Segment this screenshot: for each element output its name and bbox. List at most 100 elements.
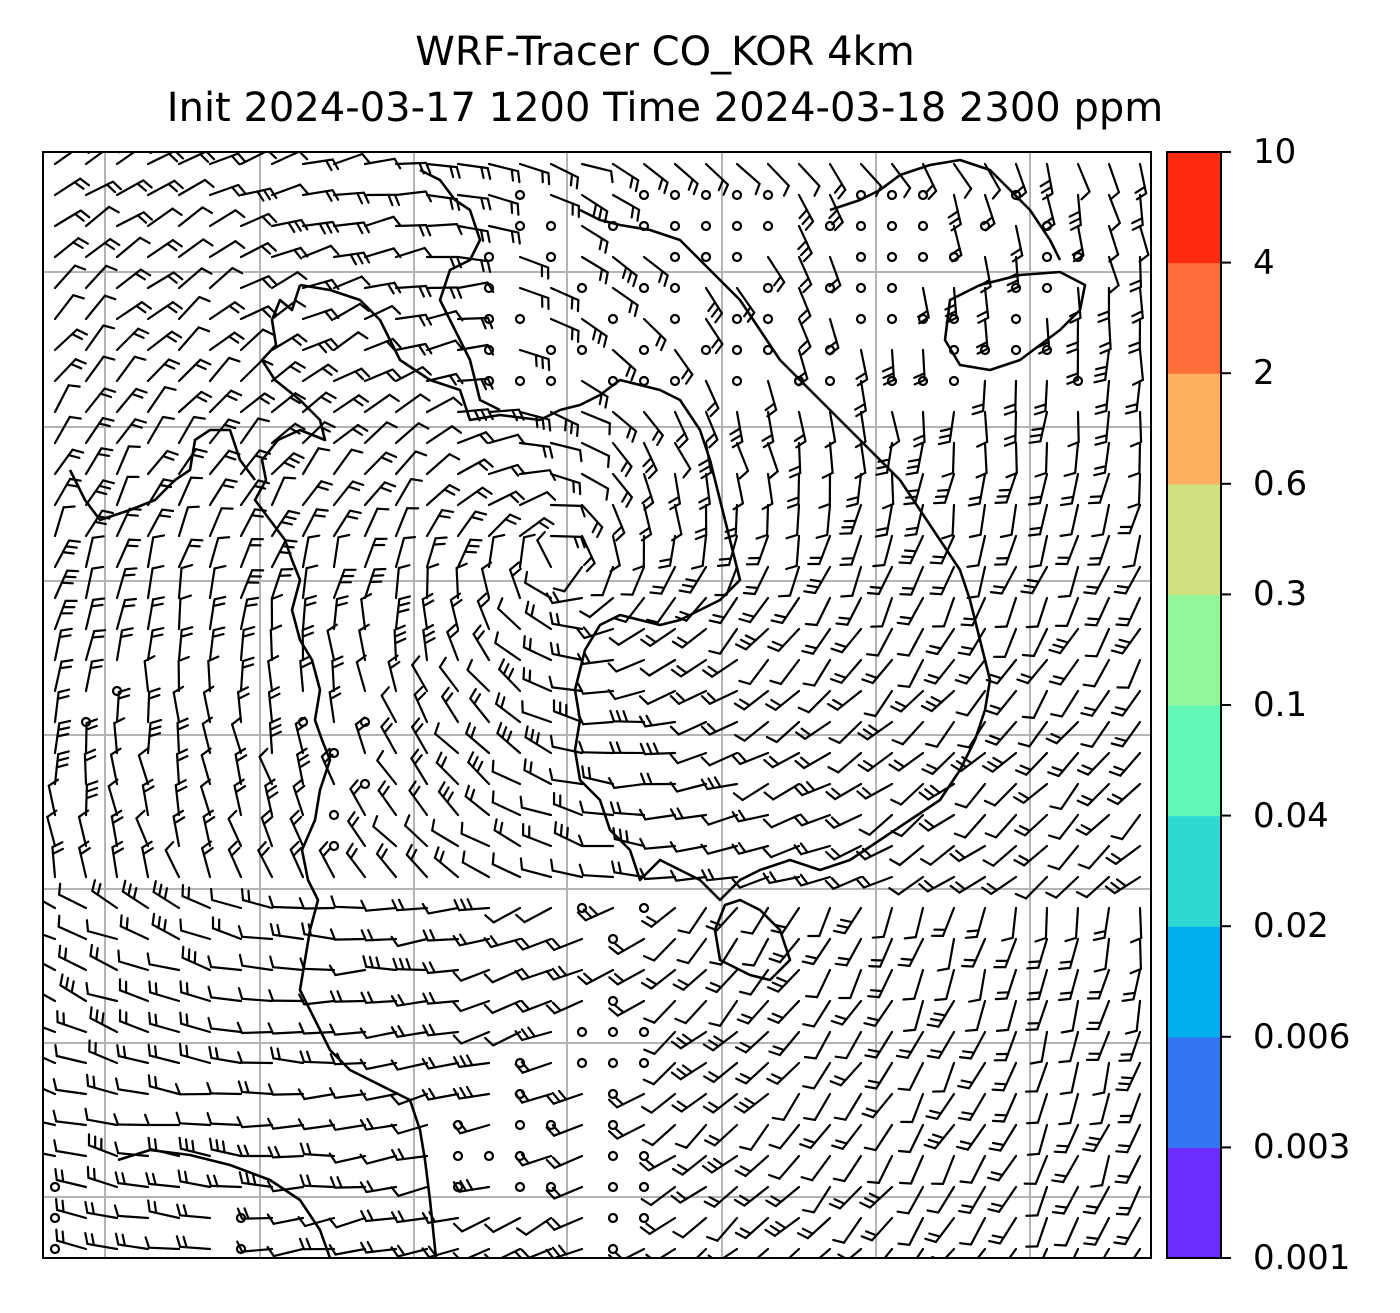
calm-circle (638, 282, 650, 294)
calm-circle (948, 251, 960, 263)
colorbar-bin (1167, 594, 1221, 706)
wind-barb (404, 814, 429, 848)
wind-barb (578, 740, 615, 755)
wind-barb (639, 658, 677, 677)
wind-barb (268, 895, 305, 910)
wind-barb (738, 596, 770, 624)
wind-barb (394, 478, 423, 507)
wind-barb (888, 875, 925, 896)
wind-barb (1105, 844, 1142, 866)
wind-barb (989, 565, 1018, 595)
wind-barb (888, 751, 925, 772)
wind-barb (301, 624, 315, 662)
wind-barb (391, 1148, 429, 1161)
wind-barb (359, 1027, 398, 1040)
wind-barb (332, 152, 371, 166)
wind-barb (146, 207, 183, 228)
wind-barb (1075, 875, 1111, 899)
wind-barb (518, 491, 557, 507)
wind-barb (147, 1043, 181, 1065)
wind-barb (766, 162, 790, 197)
wind-barb (840, 565, 863, 598)
wind-barb (1028, 534, 1049, 569)
wind-barb (176, 717, 189, 755)
calm-circle (669, 375, 681, 387)
wind-barb (146, 239, 183, 259)
wind-barb (175, 748, 189, 786)
wind-barb (1048, 627, 1080, 655)
wind-barb (85, 981, 119, 1003)
calm-circle (948, 344, 960, 356)
wind-barb (376, 749, 398, 786)
wind-barb (658, 534, 677, 569)
wind-barb (413, 685, 429, 724)
wind-barb (52, 1109, 88, 1127)
wind-barb (802, 1061, 832, 1090)
wind-barb (56, 1010, 88, 1034)
wind-barb (227, 840, 243, 879)
calm-circle (731, 251, 743, 263)
wind-barb (164, 840, 181, 879)
calm-circle (514, 1181, 526, 1193)
wind-barb (266, 1213, 305, 1225)
wind-barb (1087, 534, 1111, 566)
wind-barb (611, 410, 638, 443)
wind-barb (1021, 689, 1049, 720)
wind-barb (638, 689, 677, 706)
wind-barb (84, 1200, 119, 1220)
wind-barb (640, 968, 677, 990)
coastline-east-lake (943, 270, 1087, 372)
wind-barb (859, 162, 883, 198)
wind-barb (898, 534, 925, 565)
calm-circle (917, 220, 929, 232)
wind-barb (580, 317, 608, 348)
wind-barb (1026, 1123, 1049, 1156)
wind-barb (966, 565, 987, 600)
wind-barb (897, 1061, 925, 1092)
calm-circle (607, 1026, 619, 1038)
wind-barb (53, 505, 76, 538)
wind-barb (1127, 441, 1142, 478)
wind-barb (518, 410, 552, 432)
calm-circle (855, 189, 867, 201)
wind-barb (425, 286, 463, 299)
wind-barb (363, 305, 402, 321)
wind-barb (297, 1118, 336, 1131)
wind-barb (114, 1232, 150, 1251)
wind-barb (1089, 1092, 1111, 1126)
wind-barb (53, 264, 87, 290)
calm-circle (483, 313, 495, 325)
wind-barb (43, 933, 57, 941)
wind-barb (1134, 162, 1148, 201)
wind-barb (239, 242, 277, 259)
wind-barb (871, 906, 894, 939)
wind-barb (1110, 720, 1142, 748)
wind-barb (53, 415, 82, 445)
wind-barb (673, 162, 699, 196)
wind-barb (768, 1030, 801, 1057)
wind-barb (201, 840, 214, 879)
wind-barb (704, 317, 724, 355)
wind-barb (1117, 1092, 1142, 1124)
wind-barb (955, 1123, 987, 1151)
calm-circle (855, 313, 867, 325)
wind-barb (301, 594, 317, 631)
wind-barb (53, 328, 89, 352)
wind-barb (390, 1210, 429, 1224)
wind-barb (467, 751, 491, 786)
wind-barb (491, 790, 522, 817)
wind-barb (437, 781, 460, 817)
wind-barb (487, 162, 521, 184)
wind-barb (960, 937, 987, 968)
wind-barb (904, 503, 925, 537)
wind-barb (487, 533, 506, 569)
wind-barb (177, 358, 212, 383)
wind-barb (1102, 1247, 1111, 1258)
wind-barb (146, 179, 184, 197)
calm-circle (731, 189, 743, 201)
wind-barb (456, 458, 494, 476)
wind-barb (868, 937, 894, 968)
wind-barb (802, 999, 832, 1028)
wind-barb (1066, 317, 1080, 354)
wind-barb (1107, 193, 1121, 232)
